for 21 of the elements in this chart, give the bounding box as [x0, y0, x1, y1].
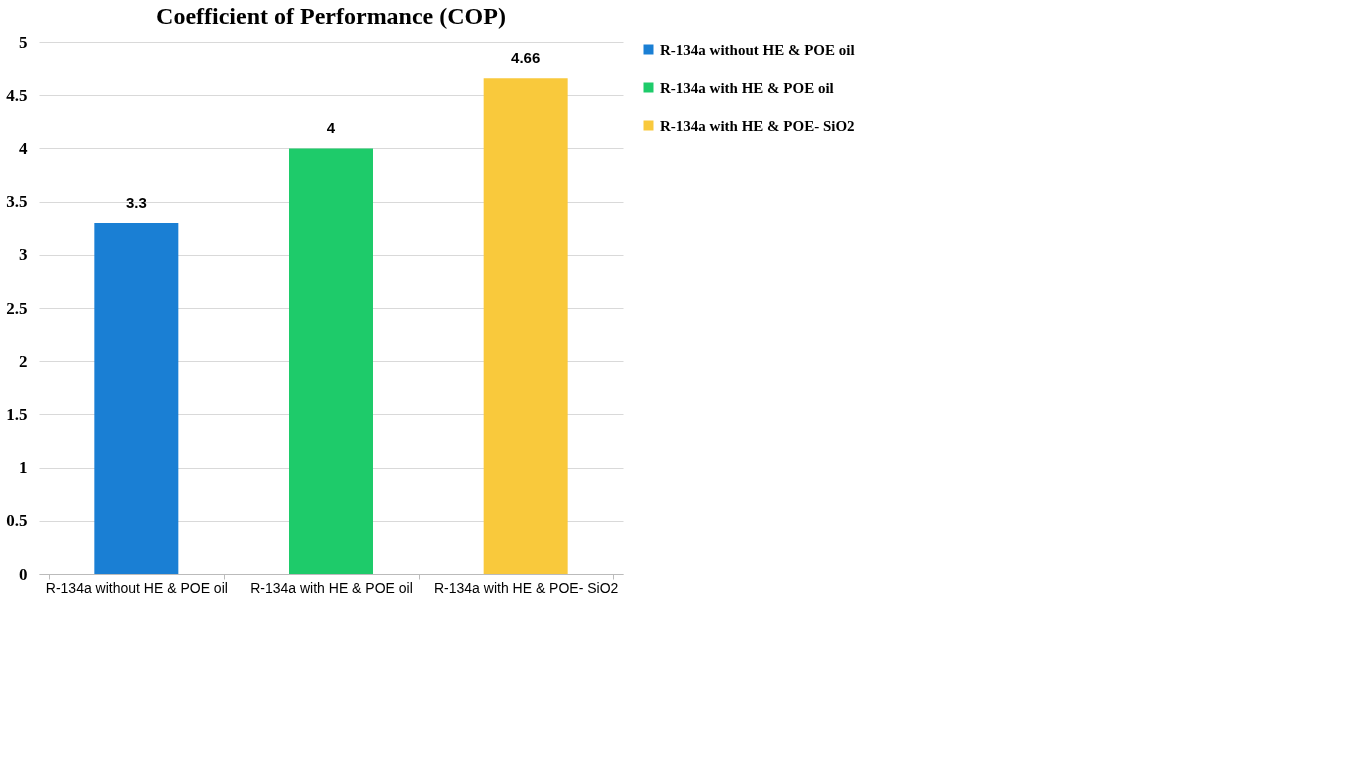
x-tick-label: R-134a without HE & POE oil — [45, 579, 228, 596]
legend-label: R-134a with HE & POE oil — [660, 79, 834, 96]
data-label: 4.66 — [511, 49, 541, 67]
y-tick-label: 5 — [19, 32, 28, 52]
y-tick-label: 1.5 — [6, 404, 28, 424]
legend-label: R-134a without HE & POE oil — [660, 41, 855, 58]
data-label: 3.3 — [125, 193, 147, 211]
data-label: 4 — [326, 119, 336, 137]
y-tick-label: 3 — [19, 245, 28, 265]
x-tick-label: R-134a with HE & POE- SiO2 — [433, 579, 619, 596]
y-tick-label: 4 — [19, 138, 28, 158]
chart-title: Coefficient of Performance (COP) — [156, 3, 506, 29]
y-tick-label: 1 — [19, 458, 28, 478]
x-tick-label: R-134a with HE & POE oil — [250, 579, 413, 596]
y-tick-label: 2.5 — [6, 298, 28, 318]
y-tick-label: 2 — [19, 351, 28, 371]
y-tick-label: 0 — [19, 564, 28, 584]
legend-label: R-134a with HE & POE- SiO2 — [660, 117, 855, 134]
y-tick-label: 4.5 — [6, 85, 28, 105]
y-tick-label: 0.5 — [6, 511, 28, 531]
y-tick-label: 3.5 — [6, 192, 28, 212]
